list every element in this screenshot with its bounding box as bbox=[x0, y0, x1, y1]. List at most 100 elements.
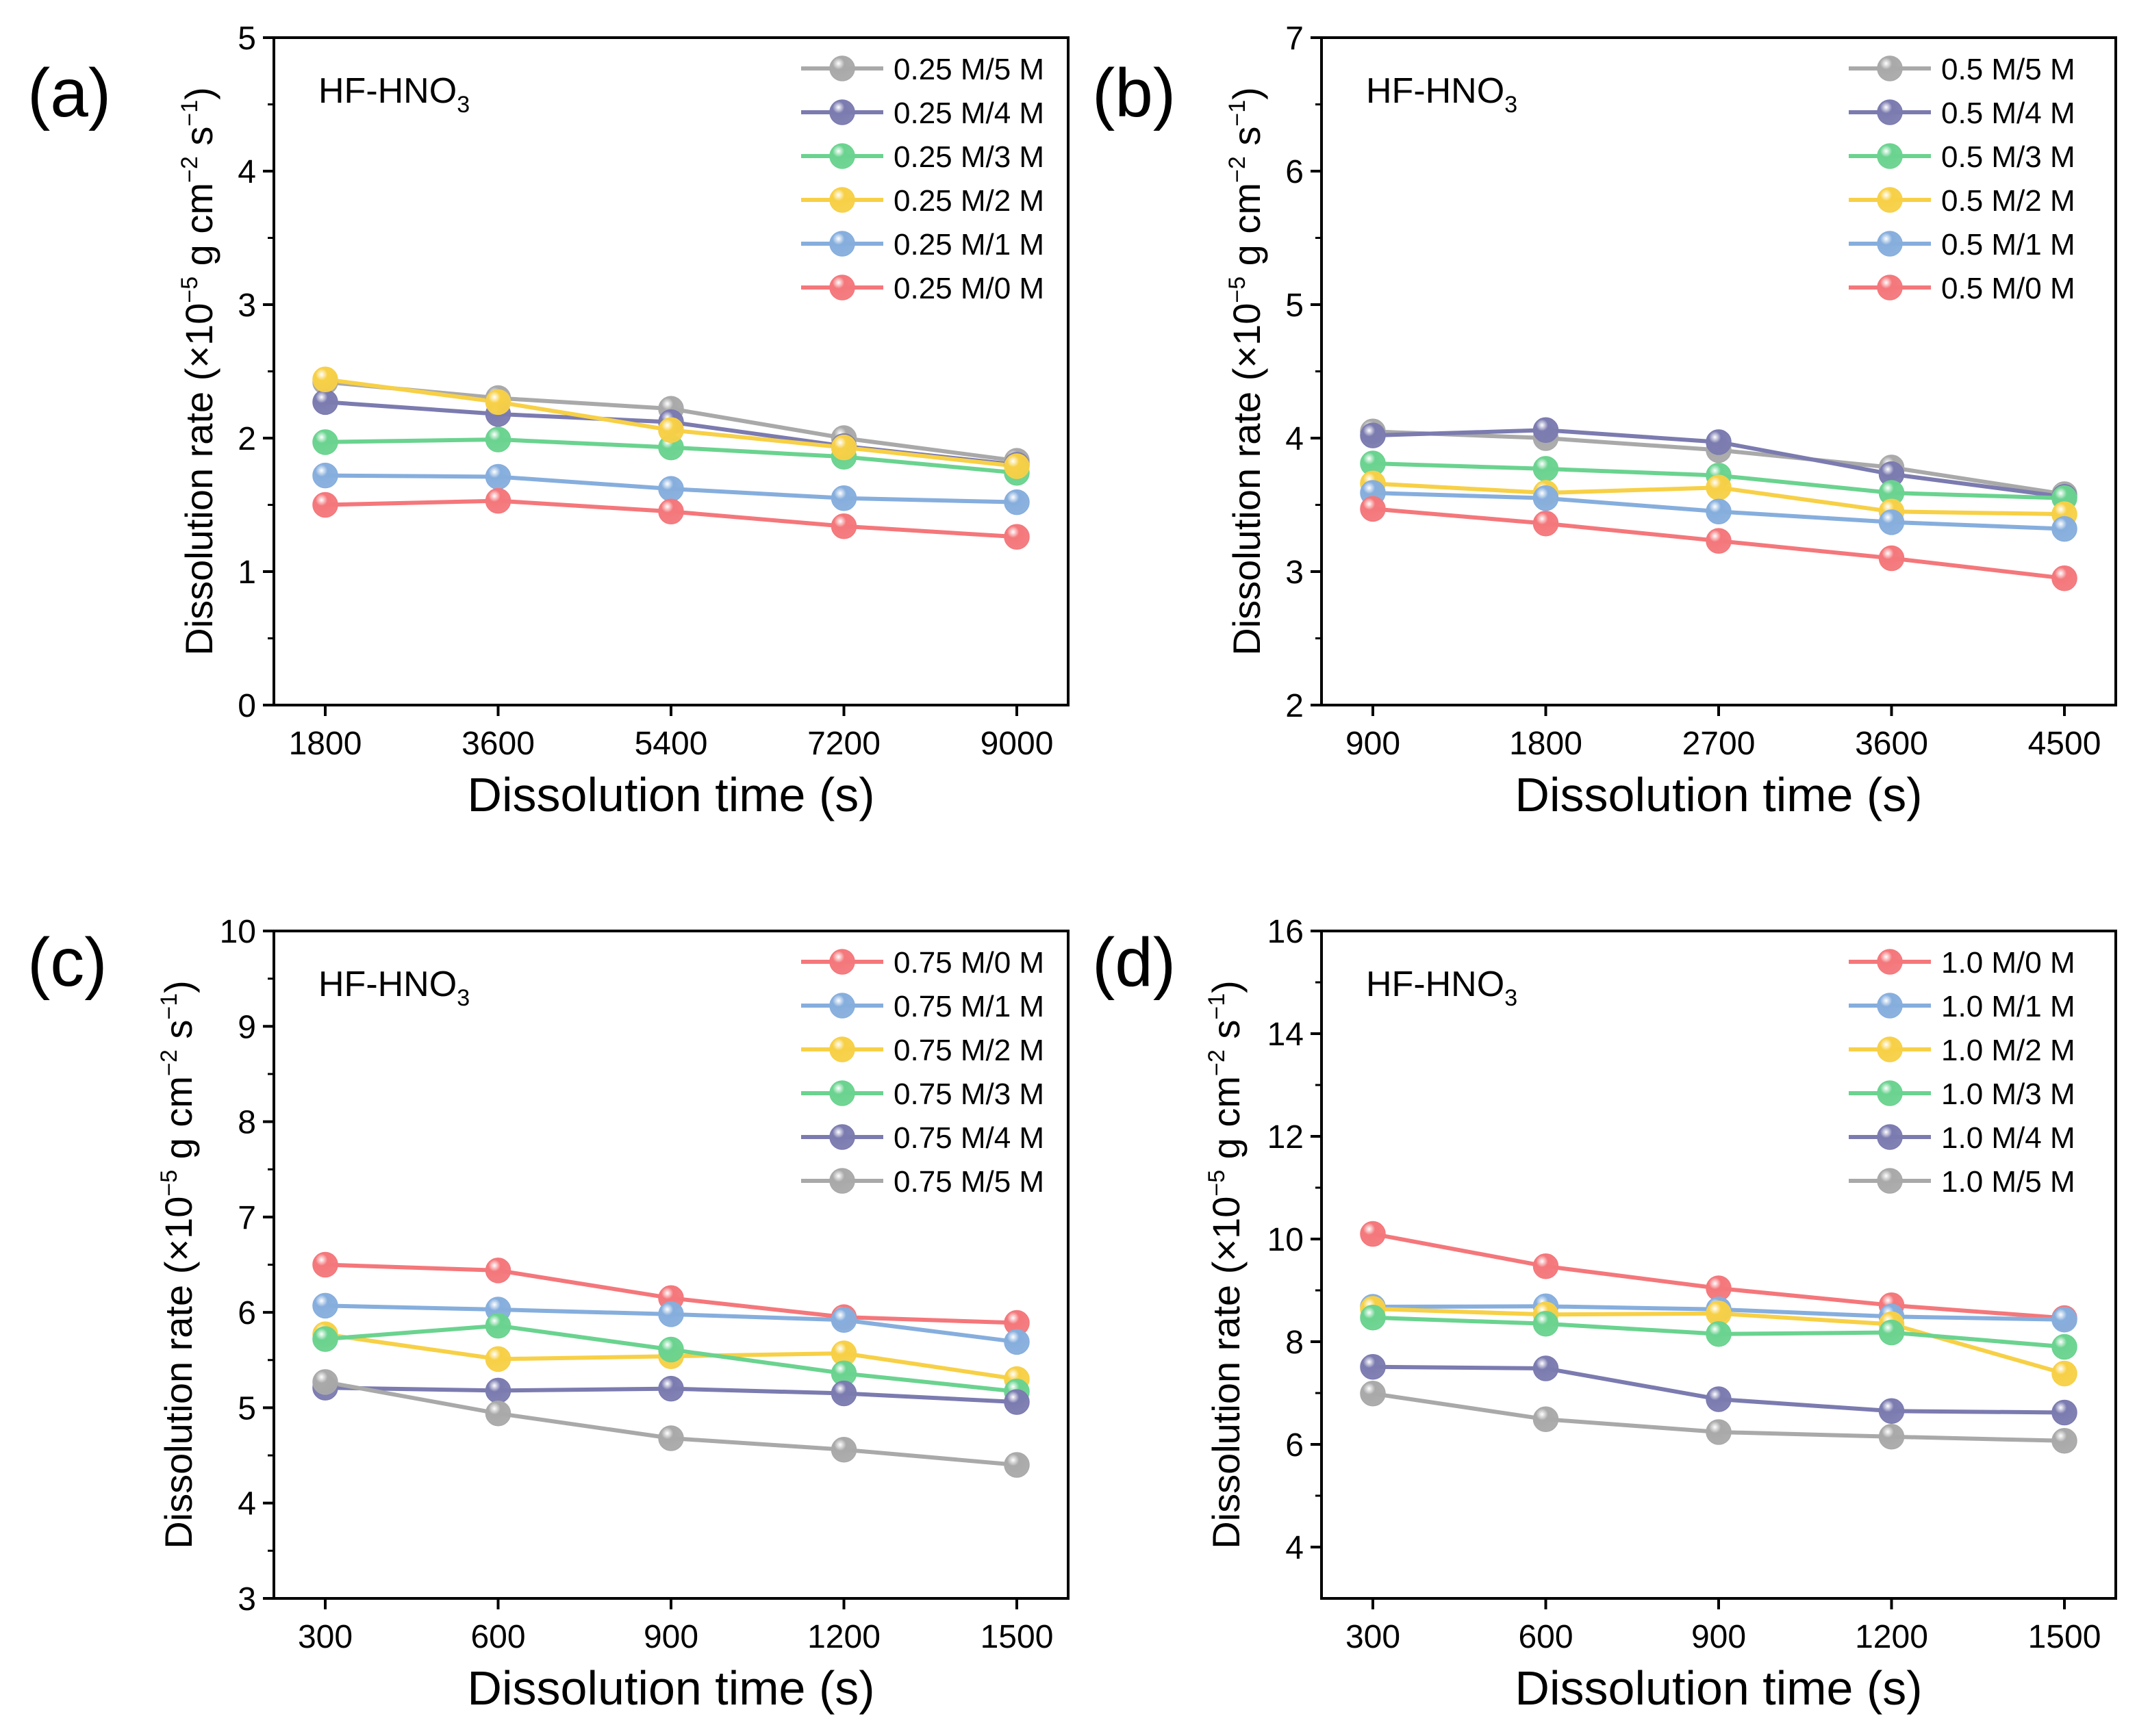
data-point bbox=[312, 492, 338, 518]
legend-label: 1.0 M/3 M bbox=[1941, 1077, 2075, 1111]
series-layer bbox=[312, 1251, 1030, 1478]
data-point bbox=[831, 1436, 857, 1463]
y-tick-label: 4 bbox=[1285, 421, 1304, 457]
data-point bbox=[1532, 456, 1559, 482]
x-axis: 1800 3600 5400 7200 9000 bbox=[289, 705, 1054, 762]
panel-label: (d) bbox=[1092, 924, 1176, 1001]
legend-label: 0.75 M/3 M bbox=[894, 1077, 1044, 1111]
x-tick-label: 900 bbox=[1345, 726, 1400, 762]
composition-annotation: HF-HNO3 bbox=[1366, 965, 1517, 1011]
legend-item: 0.75 M/1 M bbox=[801, 990, 1044, 1023]
legend-item: 0.75 M/2 M bbox=[801, 1034, 1044, 1067]
data-point bbox=[485, 426, 511, 452]
legend-label: 1.0 M/2 M bbox=[1941, 1034, 2075, 1067]
legend-marker bbox=[1877, 187, 1903, 213]
x-tick-label: 3600 bbox=[461, 726, 535, 762]
legend-label: 1.0 M/1 M bbox=[1941, 990, 2075, 1023]
y-axis-title: Dissolution rate (×10−5 g cm−2 s−1) bbox=[1224, 87, 1268, 656]
legend-label: 0.25 M/5 M bbox=[894, 53, 1044, 86]
data-point bbox=[1004, 489, 1030, 515]
plot-frame bbox=[273, 930, 1070, 1600]
legend-marker bbox=[829, 143, 855, 169]
data-point bbox=[1004, 524, 1030, 550]
x-axis: 300 600 900 1200 1500 bbox=[298, 1598, 1053, 1655]
y-tick-label: 1 bbox=[238, 554, 256, 591]
legend-item: 0.25 M/2 M bbox=[801, 184, 1044, 218]
x-axis-title: Dissolution time (s) bbox=[1515, 768, 1922, 821]
series-layer bbox=[1360, 1221, 2077, 1454]
data-point bbox=[2051, 1333, 2077, 1360]
y-axis-title: Dissolution rate (×10−5 g cm−2 s−1) bbox=[1204, 980, 1248, 1549]
y-tick-label: 4 bbox=[238, 1486, 256, 1522]
y-tick-label: 7 bbox=[238, 1200, 256, 1236]
plot-frame bbox=[1320, 36, 2117, 706]
legend-item: 0.25 M/0 M bbox=[801, 272, 1044, 305]
legend-marker bbox=[829, 1080, 855, 1106]
legend-label: 0.25 M/3 M bbox=[894, 140, 1044, 174]
legend-label: 0.25 M/0 M bbox=[894, 272, 1044, 305]
data-point bbox=[658, 1425, 684, 1451]
legend-marker bbox=[1877, 993, 1903, 1019]
data-point bbox=[831, 513, 857, 539]
data-point bbox=[485, 1377, 511, 1404]
y-tick-label: 6 bbox=[1285, 154, 1304, 190]
data-point bbox=[1360, 1221, 1386, 1247]
series-layer bbox=[1360, 417, 2077, 591]
legend-marker bbox=[829, 1036, 855, 1062]
data-point bbox=[312, 429, 338, 455]
legend-marker bbox=[829, 275, 855, 301]
data-point bbox=[1878, 1319, 1905, 1346]
y-tick-label: 3 bbox=[238, 288, 256, 324]
legend-item: 0.75 M/0 M bbox=[801, 946, 1044, 980]
legend-item: 0.25 M/1 M bbox=[801, 228, 1044, 261]
legend-label: 0.75 M/2 M bbox=[894, 1034, 1044, 1067]
data-point bbox=[1532, 485, 1559, 511]
legend-marker bbox=[1877, 99, 1903, 125]
y-axis: 0 1 2 3 4 5 bbox=[238, 21, 274, 724]
data-point bbox=[1532, 1355, 1559, 1381]
x-tick-label: 2700 bbox=[1682, 726, 1756, 762]
x-tick-label: 600 bbox=[1518, 1619, 1573, 1655]
legend-marker bbox=[1877, 143, 1903, 169]
legend-item: 0.75 M/3 M bbox=[801, 1077, 1044, 1111]
legend-label: 1.0 M/4 M bbox=[1941, 1121, 2075, 1155]
x-tick-label: 300 bbox=[298, 1619, 353, 1655]
data-point bbox=[312, 1251, 338, 1278]
legend-item: 0.5 M/2 M bbox=[1849, 184, 2075, 218]
composition-annotation: HF-HNO3 bbox=[1366, 71, 1517, 118]
data-point bbox=[2051, 1428, 2077, 1454]
x-tick-label: 1800 bbox=[1509, 726, 1582, 762]
data-point bbox=[1706, 1419, 1732, 1445]
legend-item: 0.5 M/1 M bbox=[1849, 228, 2075, 261]
data-point bbox=[1532, 511, 1559, 537]
data-point bbox=[1706, 528, 1732, 554]
data-point bbox=[1360, 1354, 1386, 1380]
legend-marker bbox=[829, 993, 855, 1019]
legend-label: 0.75 M/5 M bbox=[894, 1165, 1044, 1199]
x-tick-label: 900 bbox=[644, 1619, 698, 1655]
legend-item: 0.75 M/4 M bbox=[801, 1121, 1044, 1155]
x-tick-label: 1800 bbox=[289, 726, 362, 762]
x-tick-label: 600 bbox=[470, 1619, 525, 1655]
data-point bbox=[1532, 1253, 1559, 1279]
legend-label: 1.0 M/5 M bbox=[1941, 1165, 2075, 1199]
legend-label: 0.75 M/4 M bbox=[894, 1121, 1044, 1155]
data-point bbox=[485, 1312, 511, 1339]
legend-label: 0.25 M/4 M bbox=[894, 97, 1044, 130]
y-axis: 2 3 4 5 6 7 bbox=[1285, 21, 1322, 724]
data-point bbox=[1532, 1311, 1559, 1337]
data-point bbox=[485, 1346, 511, 1373]
data-point bbox=[658, 417, 684, 444]
y-axis-title: Dissolution rate (×10−5 g cm−2 s−1) bbox=[177, 87, 220, 656]
legend-item: 1.0 M/2 M bbox=[1849, 1034, 2075, 1067]
data-point bbox=[312, 1292, 338, 1319]
legend-label: 1.0 M/0 M bbox=[1941, 946, 2075, 980]
legend-item: 0.5 M/4 M bbox=[1849, 97, 2075, 130]
data-point bbox=[485, 1401, 511, 1427]
data-point bbox=[485, 389, 511, 416]
x-axis: 300 600 900 1200 1500 bbox=[1345, 1598, 2101, 1655]
y-tick-label: 8 bbox=[238, 1105, 256, 1141]
y-tick-label: 12 bbox=[1267, 1119, 1304, 1156]
data-point bbox=[312, 366, 338, 392]
x-tick-label: 9000 bbox=[981, 726, 1054, 762]
